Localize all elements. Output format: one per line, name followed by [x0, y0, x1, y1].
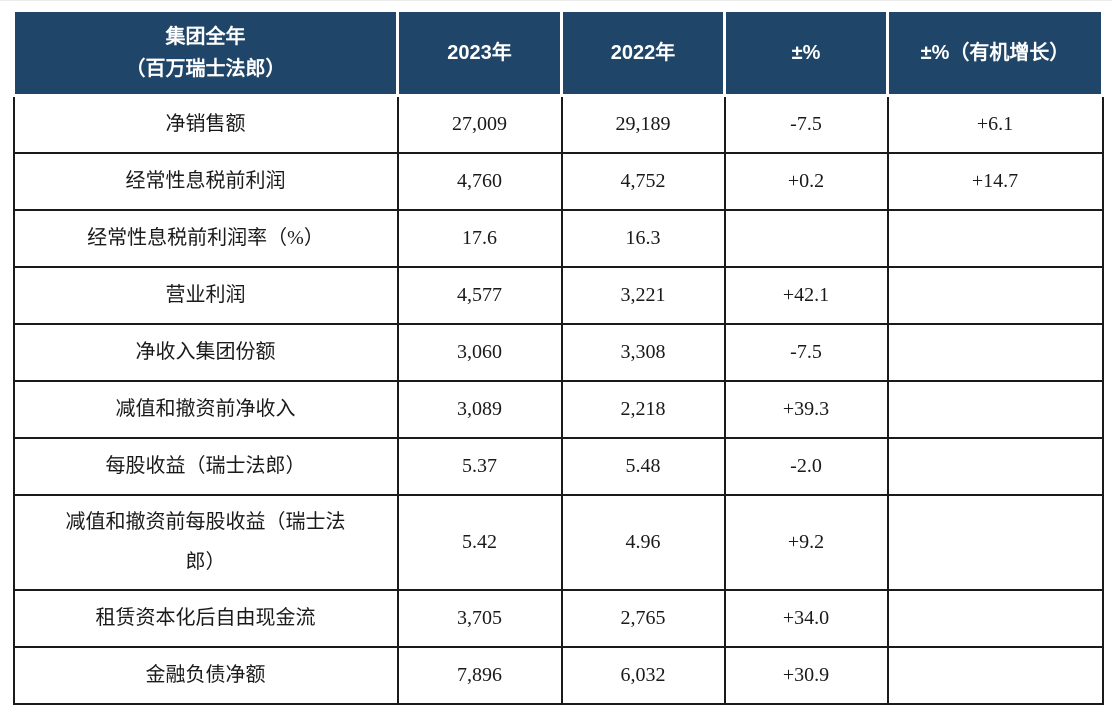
table-row: 减值和撤资前每股收益（瑞士法郎） 5.42 4.96 +9.2 [12, 493, 1104, 591]
value-2022: 16.3 [560, 208, 726, 268]
table-row: 经常性息税前利润 4,760 4,752 +0.2 +14.7 [12, 151, 1104, 211]
value-organic-pct [886, 379, 1104, 439]
header-row: 集团全年 （百万瑞士法郎） 2023年 2022年 ±% ±%（有机增长） [12, 9, 1104, 97]
value-2023: 5.37 [396, 436, 563, 496]
row-label: 减值和撤资前净收入 [12, 379, 399, 439]
value-2023: 3,060 [396, 322, 563, 382]
row-label: 金融负债净额 [12, 645, 399, 705]
table-row: 金融负债净额 7,896 6,032 +30.9 [12, 645, 1104, 705]
row-label: 减值和撤资前每股收益（瑞士法郎） [12, 493, 399, 591]
value-organic-pct: +14.7 [886, 151, 1104, 211]
value-2022: 3,308 [560, 322, 726, 382]
table-row: 减值和撤资前净收入 3,089 2,218 +39.3 [12, 379, 1104, 439]
row-label: 净收入集团份额 [12, 322, 399, 382]
value-organic-pct [886, 265, 1104, 325]
value-2023: 27,009 [396, 94, 563, 154]
header-group-metric: 集团全年 （百万瑞士法郎） [12, 9, 399, 97]
value-2023: 3,705 [396, 588, 563, 648]
value-organic-pct [886, 588, 1104, 648]
value-organic-pct [886, 436, 1104, 496]
header-group-unit: （百万瑞士法郎） [125, 58, 286, 80]
value-change-pct: -2.0 [723, 436, 889, 496]
value-organic-pct: +6.1 [886, 94, 1104, 154]
table-row: 净收入集团份额 3,060 3,308 -7.5 [12, 322, 1104, 382]
financial-table-container: 集团全年 （百万瑞士法郎） 2023年 2022年 ±% ±%（有机增长） 净销… [12, 9, 1104, 705]
table-row: 经常性息税前利润率（%） 17.6 16.3 [12, 208, 1104, 268]
value-change-pct: +30.9 [723, 645, 889, 705]
row-label: 经常性息税前利润 [12, 151, 399, 211]
header-change-pct: ±% [723, 9, 889, 97]
value-2022: 6,032 [560, 645, 726, 705]
value-change-pct: +42.1 [723, 265, 889, 325]
value-change-pct: +0.2 [723, 151, 889, 211]
header-organic-growth-pct: ±%（有机增长） [886, 9, 1104, 97]
row-label: 营业利润 [12, 265, 399, 325]
value-2023: 17.6 [396, 208, 563, 268]
value-2023: 3,089 [396, 379, 563, 439]
value-2022: 5.48 [560, 436, 726, 496]
value-organic-pct [886, 322, 1104, 382]
value-organic-pct [886, 493, 1104, 591]
value-2022: 4.96 [560, 493, 726, 591]
value-change-pct: +34.0 [723, 588, 889, 648]
value-2022: 4,752 [560, 151, 726, 211]
value-organic-pct [886, 208, 1104, 268]
value-2023: 4,760 [396, 151, 563, 211]
value-organic-pct [886, 645, 1104, 705]
value-change-pct: +39.3 [723, 379, 889, 439]
value-2022: 2,218 [560, 379, 726, 439]
header-2022: 2022年 [560, 9, 726, 97]
value-change-pct: -7.5 [723, 322, 889, 382]
value-change-pct: -7.5 [723, 94, 889, 154]
header-group-title: 集团全年 [165, 26, 246, 48]
value-change-pct: +9.2 [723, 493, 889, 591]
value-2023: 5.42 [396, 493, 563, 591]
value-2023: 4,577 [396, 265, 563, 325]
group-financials-table: 集团全年 （百万瑞士法郎） 2023年 2022年 ±% ±%（有机增长） 净销… [12, 9, 1104, 705]
row-label: 租赁资本化后自由现金流 [12, 588, 399, 648]
header-2023: 2023年 [396, 9, 563, 97]
table-row: 净销售额 27,009 29,189 -7.5 +6.1 [12, 94, 1104, 154]
row-label: 净销售额 [12, 94, 399, 154]
row-label: 经常性息税前利润率（%） [12, 208, 399, 268]
value-change-pct [723, 208, 889, 268]
table-row: 营业利润 4,577 3,221 +42.1 [12, 265, 1104, 325]
value-2023: 7,896 [396, 645, 563, 705]
row-label: 每股收益（瑞士法郎） [12, 436, 399, 496]
value-2022: 29,189 [560, 94, 726, 154]
value-2022: 2,765 [560, 588, 726, 648]
value-2022: 3,221 [560, 265, 726, 325]
table-row: 每股收益（瑞士法郎） 5.37 5.48 -2.0 [12, 436, 1104, 496]
table-row: 租赁资本化后自由现金流 3,705 2,765 +34.0 [12, 588, 1104, 648]
